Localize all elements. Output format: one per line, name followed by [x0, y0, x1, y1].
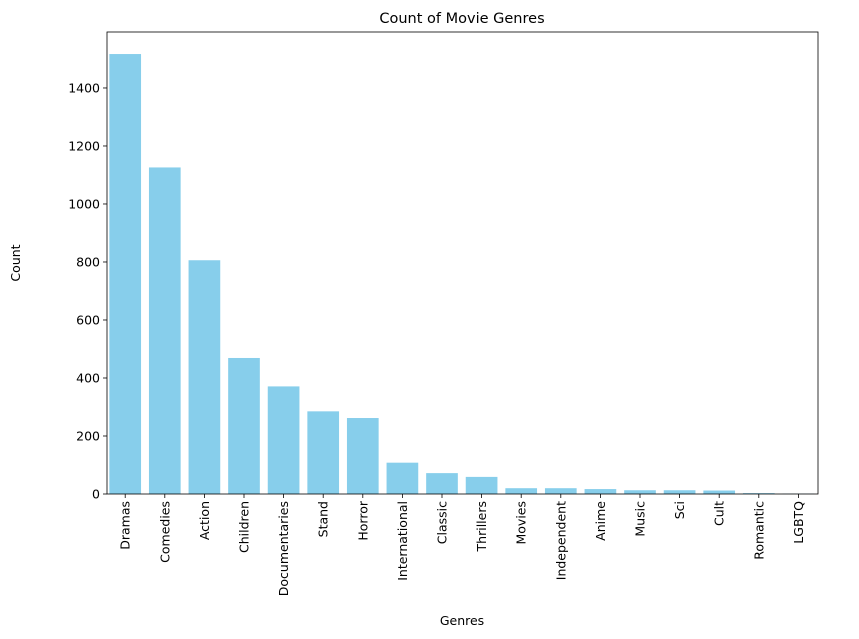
chart-title: Count of Movie Genres: [379, 11, 544, 27]
x-tick-label: Romantic: [751, 501, 766, 560]
y-tick-label: 200: [76, 428, 100, 443]
x-tick-label: Horror: [355, 500, 370, 540]
bar-independent: [544, 488, 577, 494]
bar-international: [386, 462, 419, 494]
y-tick-label: 1200: [68, 138, 100, 153]
bar-sci: [663, 490, 696, 494]
bar-thrillers: [465, 476, 498, 494]
x-tick-label: Dramas: [118, 501, 133, 550]
x-tick-label: Independent: [553, 501, 568, 580]
y-axis-ticks: 0 200 400 600 800 1000 1200 1400: [68, 80, 107, 502]
x-tick-label: Thrillers: [474, 501, 489, 552]
bar-action: [188, 260, 221, 494]
bar-music: [624, 490, 656, 494]
x-tick-label: Music: [633, 501, 648, 537]
x-tick-label: Children: [237, 501, 252, 553]
y-tick-label: 400: [76, 370, 100, 385]
x-tick-label: LGBTQ: [791, 501, 806, 544]
bar-romantic: [742, 493, 775, 494]
bars-group: [109, 54, 815, 494]
bar-comedies: [148, 167, 181, 494]
bar-cult: [703, 490, 736, 494]
bar-stand: [307, 411, 340, 494]
x-tick-label: International: [395, 501, 410, 581]
y-tick-label: 600: [76, 312, 100, 327]
bar-dramas: [109, 54, 142, 494]
y-tick-label: 1000: [68, 196, 100, 211]
bar-anime: [584, 489, 617, 494]
plot-frame: [106, 31, 819, 495]
y-tick-label: 800: [76, 254, 100, 269]
x-tick-label: Cult: [712, 501, 727, 526]
y-tick-label: 0: [92, 487, 100, 502]
y-tick-label: 1400: [68, 80, 100, 95]
bar-classic: [426, 473, 458, 494]
bar-horror: [346, 418, 379, 494]
x-tick-label: Classic: [435, 501, 450, 544]
y-axis-label: Count: [8, 244, 23, 281]
x-axis-ticks: Dramas Comedies Action Children Documentarie…: [118, 494, 806, 596]
x-tick-label: Documentaries: [276, 501, 291, 596]
bar-children: [228, 357, 260, 494]
bar-documentaries: [267, 386, 300, 494]
x-tick-label: Anime: [593, 501, 608, 541]
x-axis-label: Genres: [440, 613, 484, 628]
x-tick-label: Stand: [316, 501, 331, 537]
bar-movies: [505, 488, 538, 494]
x-tick-label: Action: [197, 501, 212, 540]
x-tick-label: Comedies: [157, 501, 172, 563]
x-tick-label: Movies: [514, 501, 529, 545]
x-tick-label: Sci: [672, 501, 687, 519]
